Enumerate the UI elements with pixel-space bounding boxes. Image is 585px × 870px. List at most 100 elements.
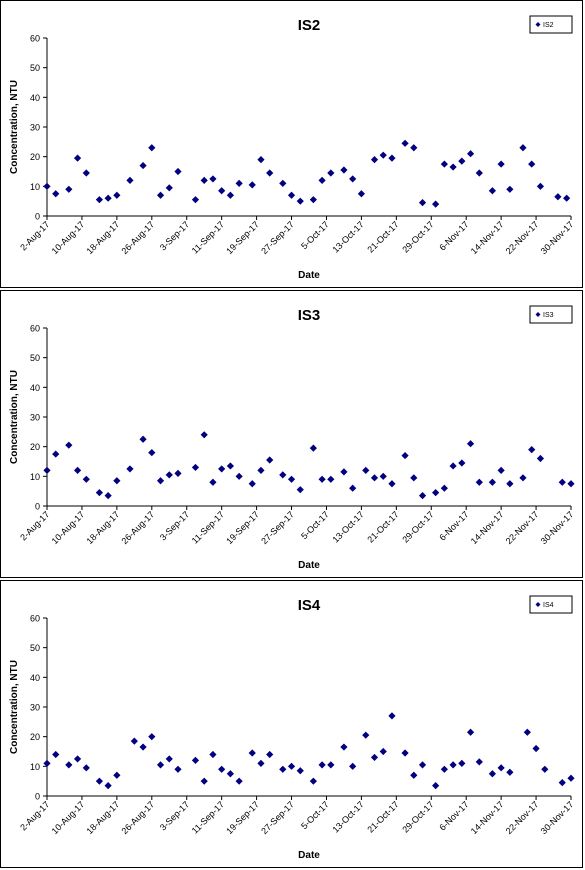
ch1-x-tick-label: 19-Sep-17 [224,509,261,546]
ch1-data-point [279,471,287,479]
ch1-data-point [449,462,457,470]
ch2-data-point [349,762,357,770]
ch0-data-point [52,190,60,198]
ch0-data-point [104,194,112,202]
ch2-data-point [156,761,165,769]
ch2-data-point [567,774,575,782]
ch1-data-point [475,478,483,486]
chart-panel-is3: IS3 0 10 20 30 40 50 60 2-Aug-17 10-Aug-17 18-Aug-… [0,290,583,578]
ch2-data-point [458,759,466,767]
chart-panel-is2: IS2 0 10 20 30 40 50 60 2-Aug-17 10-Aug-17 18-Aug-… [0,0,583,288]
ch1-data-point [379,472,387,480]
ch2-data-point [174,765,182,773]
ch1-x-tick-label: 13-Oct-17 [330,509,365,544]
ch1-data-point [349,484,357,492]
ch1-y-tick-label: 40 [30,383,40,393]
ch0-data-point [126,176,134,184]
ch2-data-point [226,770,234,778]
ch1-data-point [432,489,440,497]
ch0-data-point [449,163,457,171]
ch1-data-point [340,468,348,476]
ch2-data-point [257,759,265,767]
ch0-data-point [95,196,103,204]
ch0-data-point [458,157,466,165]
ch0-x-tick-label: 5-Oct-17 [299,219,331,251]
ch1-data-point [440,484,448,492]
ch1-legend-label: IS3 [543,312,554,319]
ch1-data-point [165,471,173,479]
ch0-data-point [266,169,274,177]
ch1-data-point [95,489,103,497]
ch0-y-tick-label: 0 [35,212,40,222]
ch2-y-tick-label: 60 [30,614,40,624]
ch2-data-point [165,755,173,763]
ch0-data-point [191,196,200,204]
ch2-title: IS4 [298,597,321,614]
ch0-data-point [432,200,440,208]
ch1-data-point [418,492,427,500]
ch0-data-point [410,144,418,152]
ch0-legend-box [529,15,573,34]
ch0-x-tick-label: 29-Oct-17 [400,219,435,254]
ch1-data-point [235,472,243,480]
ch0-data-point [475,169,483,177]
ch0-data-point [65,185,73,193]
ch1-data-point [65,441,73,449]
ch0-data-point [113,191,121,199]
ch1-x-tick-label: 2-Aug-17 [18,509,51,542]
ch1-data-point [266,456,274,464]
ch1-x-tick-label: 27-Sep-17 [259,509,296,546]
ch2-data-point [388,712,396,720]
ch2-data-point [466,728,475,736]
ch1-legend-marker-icon [535,312,541,317]
ch2-data-point [475,758,483,766]
ch2-x-tick-label: 13-Oct-17 [330,799,365,834]
ch1-data-point [558,478,566,486]
ch2-data-point [418,761,427,769]
ch0-y-tick-label: 50 [30,63,40,73]
ch1-data-point [218,465,226,473]
chart-svg-is2: IS2 0 10 20 30 40 50 60 2-Aug-1710-Aug-1718-Aug-… [9,15,575,281]
ch1-data-point [370,474,379,482]
ch1-data-point [318,475,326,483]
ch2-x-tick-label: 2-Aug-17 [18,799,51,832]
ch1-data-point [226,462,234,470]
ch2-data-point [327,761,335,769]
ch1-x-tick-label: 14-Nov-17 [469,509,506,546]
ch2-data-point [401,749,409,757]
ch1-data-point [113,477,121,485]
ch0-data-point [357,190,365,198]
ch1-x-tick-label: 22-Nov-17 [504,509,541,546]
ch2-y-tick-label: 20 [30,732,40,742]
ch0-data-point [174,167,182,176]
ch1-data-point [327,475,335,483]
ch0-x-axis-label: Date [298,270,320,281]
ch1-x-tick-label: 26-Aug-17 [119,509,156,546]
ch0-data-point [148,144,156,152]
ch1-y-tick-label: 60 [30,324,40,334]
ch0-data-point [388,154,396,162]
ch2-data-point [340,743,348,751]
ch0-y-tick-label: 10 [30,182,40,192]
ch0-data-point [279,179,287,187]
ch1-data-point [174,469,182,477]
ch1-y-tick-label: 0 [35,502,40,512]
ch0-x-tick-label: 22-Nov-17 [504,219,541,256]
ch1-data-point [458,459,466,467]
ch0-data-point [554,193,562,201]
ch2-data-point [318,761,326,769]
ch2-data-point [379,747,387,756]
ch0-data-point [156,191,165,199]
ch0-data-point [340,166,348,174]
ch1-data-point [401,451,409,460]
chart-panel-is4: IS4 0 10 20 30 40 50 60 2-Aug-17 10-Aug-17 18-Aug-… [0,580,583,868]
ch0-data-point [519,144,527,152]
ch0-data-point [226,191,234,199]
ch2-y-tick-label: 0 [35,792,40,802]
ch2-data-point [440,765,448,773]
ch2-x-tick-label: 19-Sep-17 [224,799,261,836]
chart-svg-is3: IS3 0 10 20 30 40 50 60 2-Aug-1710-Aug-1718-Aug-… [9,305,575,571]
ch0-data-point [73,154,82,162]
ch0-data-point [296,197,304,205]
ch2-y-tick-label: 40 [30,673,40,683]
